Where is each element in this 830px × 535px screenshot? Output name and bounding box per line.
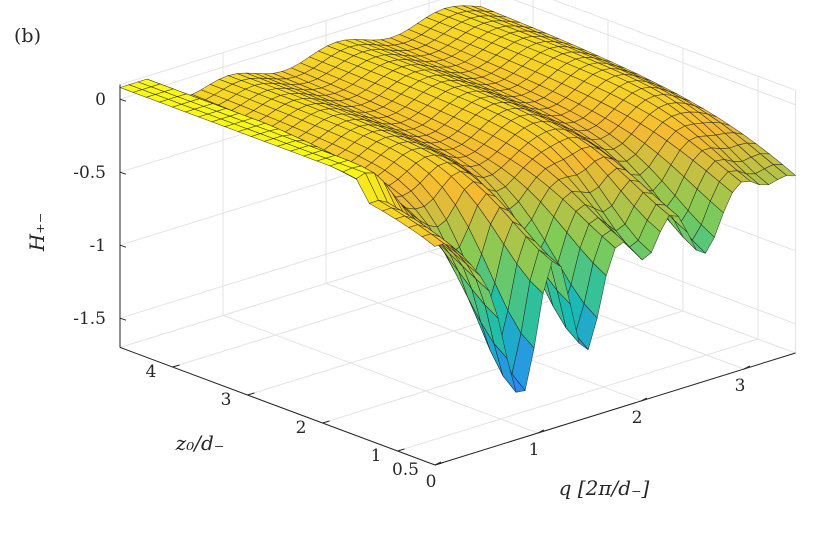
z-tick-mark xyxy=(119,171,127,175)
grid-line xyxy=(247,282,609,396)
y-tick-label: 3 xyxy=(221,390,232,410)
z-tick-label: -0.5 xyxy=(73,163,106,183)
y-tick-mark xyxy=(434,462,443,466)
y-axis-label: z₀/d₋ xyxy=(175,431,225,455)
panel-label: (b) xyxy=(14,25,41,47)
z-axis-label: H₊₋ xyxy=(25,213,49,253)
z-tick-label: -1 xyxy=(89,236,106,256)
surface-cell xyxy=(421,233,445,247)
x-tick-mark xyxy=(537,429,545,434)
z-tick-label: 0 xyxy=(95,90,106,110)
x-tick-label: 0 xyxy=(426,472,437,492)
y-tick-label: 0.5 xyxy=(392,460,419,480)
z-tick-mark xyxy=(119,317,127,321)
x-tick-label: 2 xyxy=(632,408,643,428)
x-tick-label: 3 xyxy=(735,376,746,396)
surface-mesh xyxy=(119,5,797,393)
grid-line xyxy=(397,338,759,452)
y-tick-mark xyxy=(172,364,180,368)
y-tick-mark xyxy=(322,420,330,424)
y-tick-mark xyxy=(247,392,255,396)
x-tick-mark xyxy=(640,397,648,402)
x-axis-line xyxy=(434,352,796,466)
x-tick-label: 1 xyxy=(529,440,540,460)
x-axis-label: q [2π/d₋] xyxy=(559,476,650,500)
tick-labels: 0 1 2 3 0.5 1 2 3 4 0 -0.5 -1 -1.5 xyxy=(73,90,751,492)
y-tick-label: 2 xyxy=(296,418,307,438)
y-tick-mark xyxy=(397,448,405,452)
z-tick-mark xyxy=(119,244,127,248)
z-tick-mark xyxy=(119,98,127,102)
y-tick-label: 4 xyxy=(146,362,157,382)
y-tick-label: 1 xyxy=(371,446,382,466)
z-tick-label: -1.5 xyxy=(73,309,106,329)
x-tick-mark xyxy=(743,365,751,370)
grid-line xyxy=(513,0,796,106)
grid-line xyxy=(119,0,441,100)
